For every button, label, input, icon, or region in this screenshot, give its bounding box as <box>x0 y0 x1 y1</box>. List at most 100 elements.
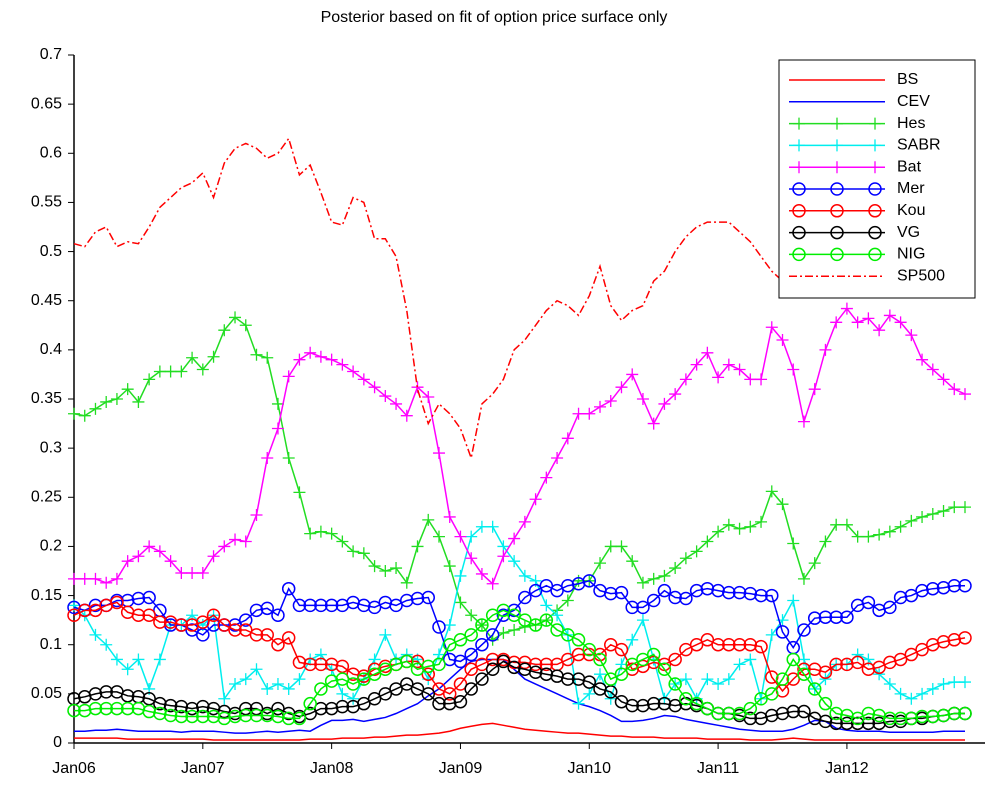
marker <box>733 522 746 535</box>
marker <box>604 692 617 705</box>
marker <box>400 654 414 669</box>
marker <box>582 642 597 657</box>
x-tick-label: Jan08 <box>310 760 354 777</box>
marker <box>110 572 123 585</box>
marker <box>722 673 735 686</box>
marker <box>754 588 768 603</box>
legend-marker <box>793 117 805 130</box>
marker <box>636 614 649 627</box>
marker <box>347 545 360 558</box>
marker <box>583 407 596 420</box>
marker <box>282 451 295 464</box>
marker <box>378 662 393 677</box>
marker <box>830 316 843 329</box>
marker <box>314 682 328 696</box>
marker <box>679 692 693 706</box>
marker <box>196 363 209 376</box>
marker <box>475 567 488 580</box>
marker <box>153 615 167 629</box>
marker <box>261 351 274 364</box>
marker <box>443 619 456 632</box>
marker <box>872 716 886 731</box>
marker <box>862 530 875 543</box>
legend-label: SABR <box>897 137 941 154</box>
marker <box>797 415 810 428</box>
marker <box>239 623 253 637</box>
marker <box>550 583 564 598</box>
marker <box>893 652 908 667</box>
marker <box>668 677 682 691</box>
marker <box>755 373 768 386</box>
marker <box>829 706 843 721</box>
y-tick-label: 0.45 <box>31 292 62 309</box>
marker <box>229 533 242 546</box>
marker <box>657 662 672 677</box>
legend-marker <box>792 182 806 196</box>
marker <box>712 525 725 538</box>
marker <box>690 545 703 558</box>
marker <box>249 701 264 716</box>
legend-marker <box>830 225 844 240</box>
marker <box>324 598 339 613</box>
marker <box>336 687 349 700</box>
series-line <box>74 722 965 741</box>
marker <box>915 709 929 724</box>
marker <box>561 652 575 667</box>
marker <box>625 600 639 615</box>
legend-marker <box>869 139 881 152</box>
marker <box>722 358 735 371</box>
legend-label: CEV <box>897 93 930 110</box>
marker <box>808 557 821 570</box>
marker <box>261 451 274 464</box>
legend-label: BS <box>897 71 918 88</box>
marker <box>700 633 715 647</box>
marker <box>443 510 456 523</box>
marker <box>722 518 735 531</box>
marker <box>100 638 113 651</box>
marker <box>153 545 166 558</box>
marker <box>732 637 747 652</box>
marker <box>77 703 92 718</box>
marker <box>701 673 714 686</box>
marker <box>68 572 80 585</box>
y-tick-label: 0.6 <box>40 145 62 162</box>
marker <box>314 350 327 363</box>
marker <box>368 381 381 394</box>
marker <box>486 520 499 533</box>
marker <box>518 621 531 634</box>
marker <box>218 692 231 705</box>
marker <box>926 363 939 376</box>
marker <box>926 581 940 596</box>
marker <box>561 578 575 593</box>
y-tick-label: 0 <box>53 734 62 751</box>
marker <box>229 311 242 324</box>
marker <box>948 501 961 514</box>
marker <box>732 585 747 600</box>
marker <box>367 692 382 706</box>
marker <box>174 618 189 632</box>
marker <box>175 365 188 378</box>
marker <box>475 520 488 533</box>
marker <box>475 672 489 686</box>
series-line <box>73 316 965 641</box>
marker <box>765 588 779 603</box>
marker <box>507 608 521 622</box>
marker <box>539 667 554 681</box>
marker <box>347 365 360 378</box>
marker <box>314 598 328 613</box>
legend-marker <box>869 117 881 130</box>
marker <box>893 590 908 605</box>
marker <box>679 552 692 565</box>
marker <box>959 501 971 514</box>
marker <box>314 525 327 538</box>
marker <box>485 628 500 642</box>
marker <box>324 701 339 716</box>
marker <box>379 390 392 403</box>
legend-marker <box>869 161 881 174</box>
marker <box>346 677 360 691</box>
marker <box>229 678 242 691</box>
series-line <box>73 579 965 663</box>
marker <box>744 373 757 386</box>
marker <box>883 711 897 726</box>
marker <box>744 653 757 666</box>
